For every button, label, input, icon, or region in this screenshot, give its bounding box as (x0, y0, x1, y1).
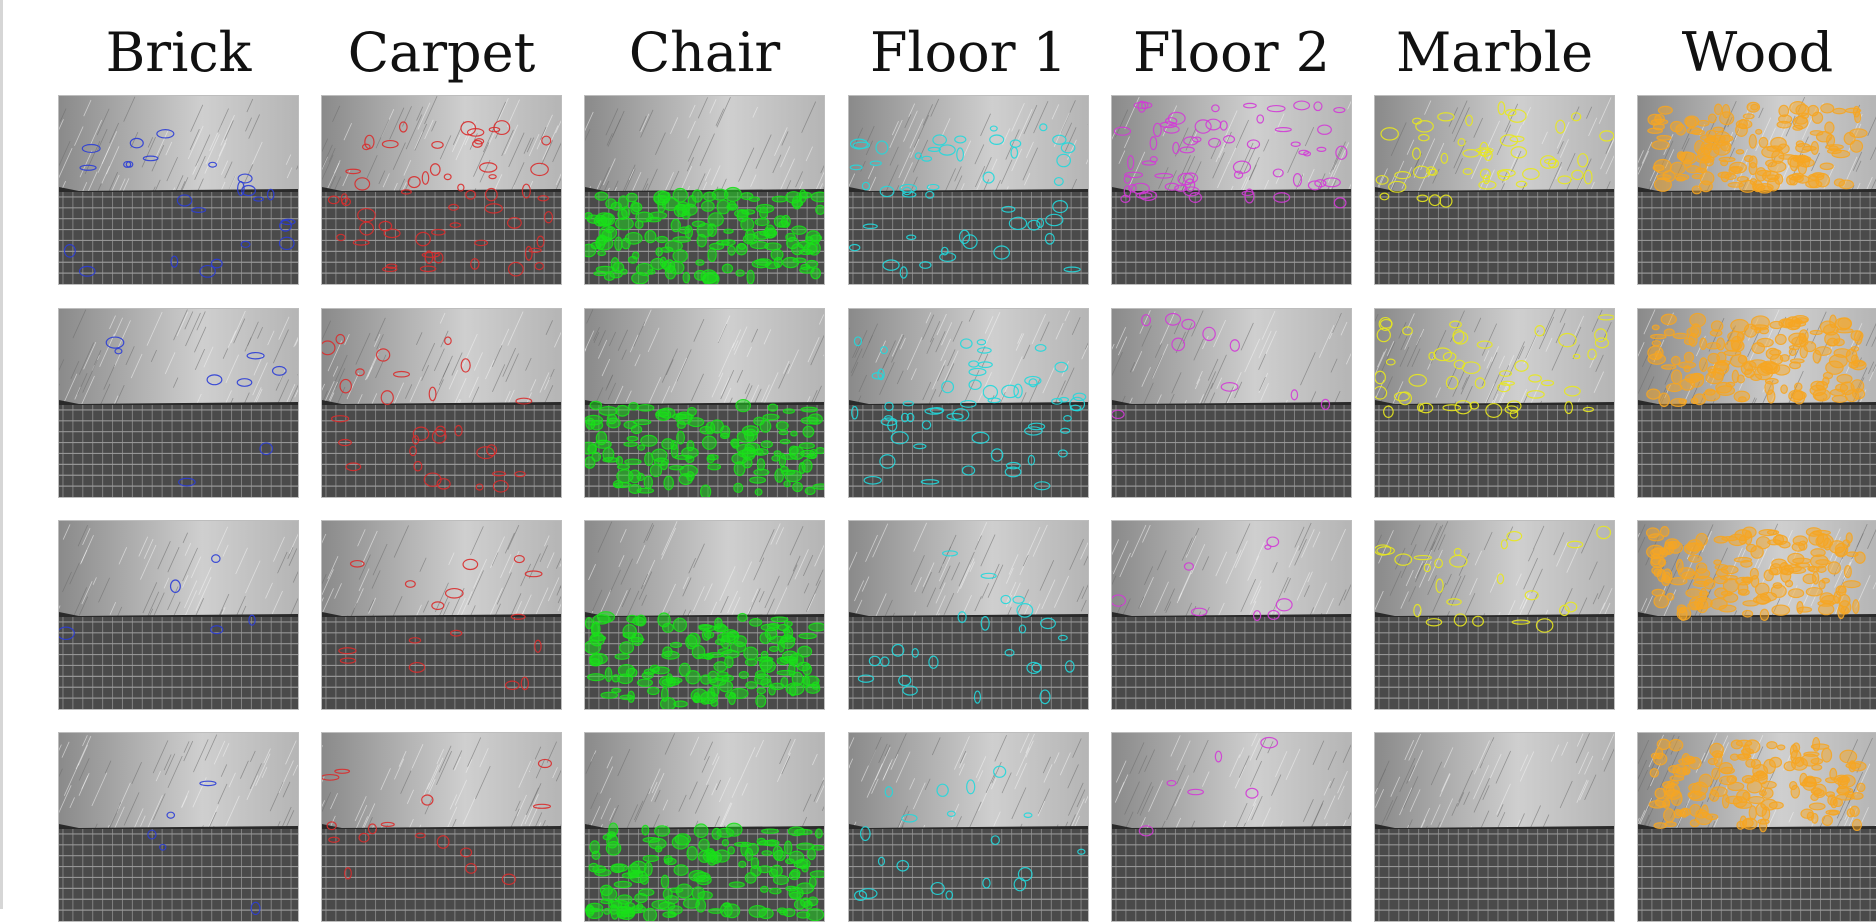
thumbnail-marble-row-3 (1374, 520, 1615, 710)
column-label-wood: Wood (1637, 18, 1876, 88)
thumbnail-brick-row-1 (58, 95, 299, 285)
thumbnail-chair-row-3 (584, 520, 825, 710)
thumbnail-marble-row-2 (1374, 308, 1615, 498)
thumbnail-floor-2-row-4 (1111, 732, 1352, 922)
thumbnail-floor-1-row-1 (848, 95, 1089, 285)
column-label-floor-1: Floor 1 (848, 18, 1089, 88)
thumbnail-chair-row-4 (584, 732, 825, 922)
thumbnail-carpet-row-4 (321, 732, 562, 922)
thumbnail-carpet-row-1 (321, 95, 562, 285)
thumbnail-wood-row-4 (1637, 732, 1876, 922)
thumbnail-brick-row-4 (58, 732, 299, 922)
thumbnail-wood-row-2 (1637, 308, 1876, 498)
thumbnail-floor-2-row-3 (1111, 520, 1352, 710)
thumbnail-floor-2-row-2 (1111, 308, 1352, 498)
thumbnail-chair-row-1 (584, 95, 825, 285)
column-label-chair: Chair (584, 18, 825, 88)
thumbnail-wood-row-3 (1637, 520, 1876, 710)
thumbnail-floor-1-row-2 (848, 308, 1089, 498)
thumbnail-brick-row-2 (58, 308, 299, 498)
thumbnail-marble-row-4 (1374, 732, 1615, 922)
column-labels: Brick Carpet Chair Floor 1 Floor 2 Marbl… (0, 0, 1876, 90)
thumbnail-carpet-row-2 (321, 308, 562, 498)
thumbnail-wood-row-1 (1637, 95, 1876, 285)
thumbnail-marble-row-1 (1374, 95, 1615, 285)
thumbnail-floor-1-row-4 (848, 732, 1089, 922)
thumbnail-brick-row-3 (58, 520, 299, 710)
left-edge-rule (0, 0, 3, 909)
column-label-brick: Brick (58, 18, 299, 88)
thumbnail-floor-2-row-1 (1111, 95, 1352, 285)
column-label-floor-2: Floor 2 (1111, 18, 1352, 88)
column-label-carpet: Carpet (321, 18, 562, 88)
thumbnail-chair-row-2 (584, 308, 825, 498)
thumbnail-floor-1-row-3 (848, 520, 1089, 710)
thumbnail-carpet-row-3 (321, 520, 562, 710)
column-label-marble: Marble (1374, 18, 1615, 88)
